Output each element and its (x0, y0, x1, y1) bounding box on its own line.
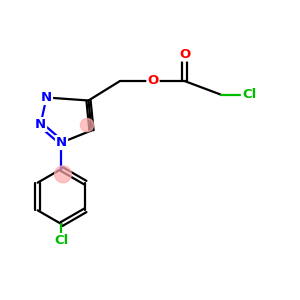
Text: N: N (35, 118, 46, 131)
Circle shape (55, 166, 71, 183)
Text: Cl: Cl (242, 88, 256, 101)
Circle shape (80, 118, 94, 132)
Text: O: O (147, 74, 159, 88)
Text: N: N (41, 91, 52, 104)
Text: O: O (179, 47, 190, 61)
Text: N: N (56, 136, 67, 149)
Text: Cl: Cl (54, 234, 69, 247)
